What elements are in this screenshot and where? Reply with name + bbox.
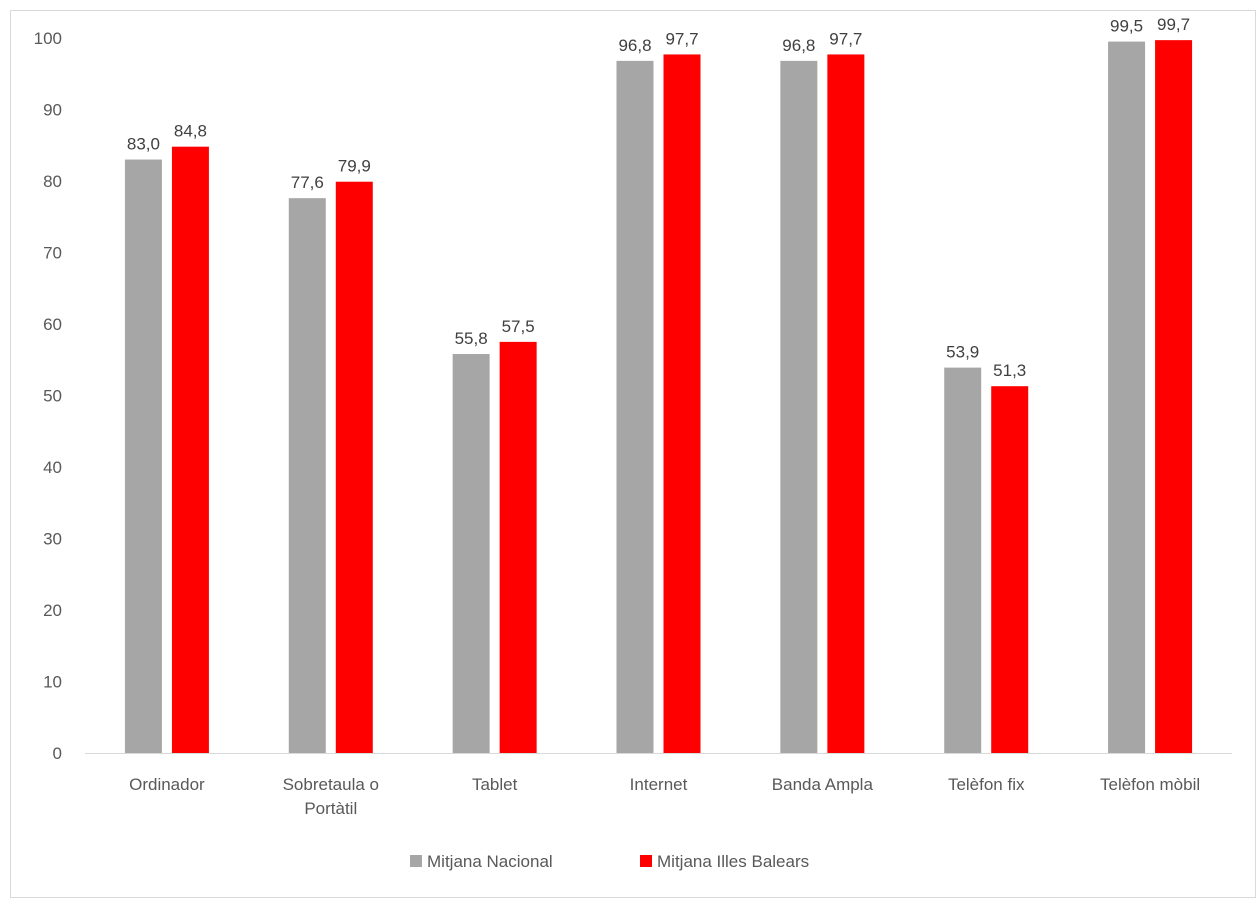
y-tick-label: 80 bbox=[43, 172, 62, 191]
x-tick-label: Ordinador bbox=[129, 775, 205, 794]
bar-balears bbox=[1155, 40, 1193, 753]
bar-nacional bbox=[1108, 41, 1146, 753]
x-tick-label: Telèfon fix bbox=[948, 775, 1025, 794]
data-label: 51,3 bbox=[993, 361, 1026, 380]
data-label: 96,8 bbox=[782, 36, 815, 55]
y-tick-label: 70 bbox=[43, 244, 62, 263]
bar-balears bbox=[335, 181, 373, 754]
legend-swatch-nacional bbox=[410, 855, 422, 867]
bar-nacional bbox=[616, 60, 654, 753]
y-tick-label: 20 bbox=[43, 601, 62, 620]
data-label: 97,7 bbox=[665, 29, 698, 48]
bar-balears bbox=[499, 341, 537, 753]
y-tick-label: 30 bbox=[43, 530, 62, 549]
data-label: 83,0 bbox=[127, 135, 160, 154]
data-label: 99,7 bbox=[1157, 15, 1190, 34]
bar-nacional bbox=[780, 60, 818, 753]
legend-entry: Mitjana Illes Balears bbox=[657, 852, 809, 871]
y-tick-label: 0 bbox=[53, 744, 62, 763]
y-tick-label: 100 bbox=[34, 29, 62, 48]
data-label: 55,8 bbox=[455, 329, 488, 348]
bar-nacional bbox=[944, 367, 982, 753]
y-tick-label: 50 bbox=[43, 387, 62, 406]
data-label: 84,8 bbox=[174, 122, 207, 141]
x-tick-label: Telèfon mòbil bbox=[1100, 775, 1200, 794]
x-tick-label: Portàtil bbox=[304, 799, 357, 818]
bar-nacional bbox=[124, 159, 162, 754]
x-tick-label: Sobretaula o bbox=[283, 775, 379, 794]
bar-balears bbox=[171, 146, 209, 753]
x-tick-label: Internet bbox=[630, 775, 688, 794]
bar-nacional bbox=[288, 198, 326, 753]
legend-entry: Mitjana Nacional bbox=[427, 852, 553, 871]
data-label: 57,5 bbox=[502, 317, 535, 336]
bar-balears bbox=[991, 386, 1029, 753]
y-tick-label: 60 bbox=[43, 315, 62, 334]
data-label: 77,6 bbox=[291, 173, 324, 192]
y-tick-label: 40 bbox=[43, 458, 62, 477]
data-label: 79,9 bbox=[338, 157, 371, 176]
y-tick-label: 90 bbox=[43, 101, 62, 120]
data-label: 53,9 bbox=[946, 343, 979, 362]
bar-nacional bbox=[452, 354, 490, 753]
data-label: 97,7 bbox=[829, 29, 862, 48]
legend-swatch-balears bbox=[640, 855, 652, 867]
data-label: 96,8 bbox=[618, 36, 651, 55]
bar-balears bbox=[827, 54, 865, 753]
y-tick-label: 10 bbox=[43, 673, 62, 692]
data-label: 99,5 bbox=[1110, 17, 1143, 36]
bar-balears bbox=[663, 54, 701, 753]
x-tick-label: Tablet bbox=[472, 775, 518, 794]
x-tick-label: Banda Ampla bbox=[772, 775, 874, 794]
